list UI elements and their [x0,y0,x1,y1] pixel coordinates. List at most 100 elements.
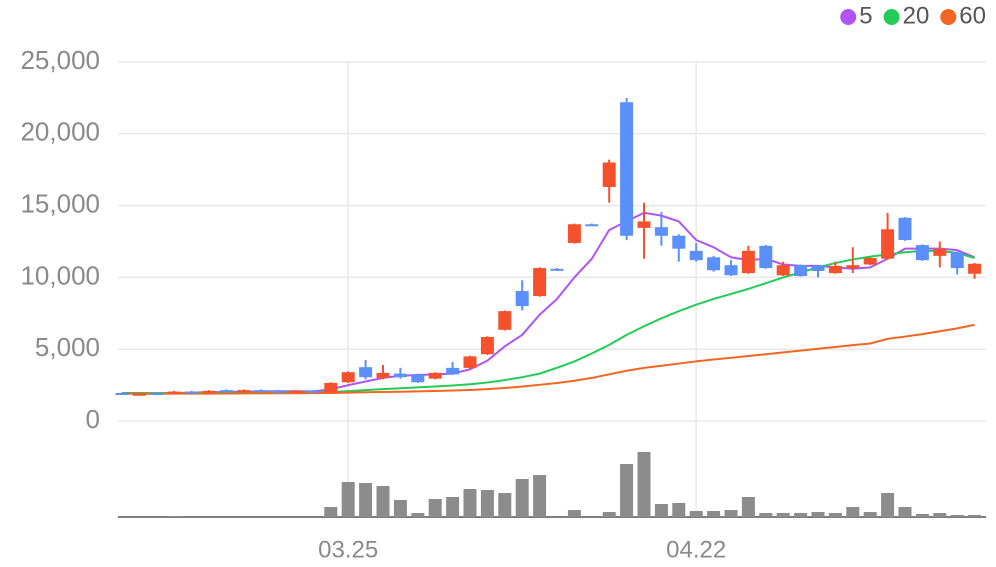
volume-bar [759,513,773,517]
candle-body [898,217,912,241]
volume-bar [933,513,947,517]
candle-body [620,102,634,236]
candle-body [515,291,529,307]
ma-line [121,211,975,395]
volume-bar [498,493,512,517]
y-tick-label: 0 [86,404,100,434]
candle-body [846,265,860,269]
volume-bar [533,475,547,517]
candle-body [672,235,686,249]
candle-body [654,227,668,236]
volume-bar [167,516,181,517]
candle-body [498,311,512,330]
candle-body [359,367,373,378]
volume-bar [950,515,964,517]
ma-line [122,323,975,395]
volume-bar [898,507,912,517]
volume-bar [828,513,842,517]
volume-bar [515,479,529,517]
volume-bar [324,507,338,517]
volume-bar [620,464,634,517]
volume-bar [811,512,825,517]
candle-body [794,265,808,276]
volume-bar [463,489,477,517]
candle-body [115,392,129,395]
candle-body [811,265,825,271]
candle-body [567,224,581,243]
candle-body [150,392,164,395]
candle-body [724,265,738,276]
volume-bar [707,511,721,517]
candle-body [289,390,303,393]
candle-body [324,382,338,393]
volume-bar [567,510,581,517]
candle-body [463,356,477,368]
legend-marker [883,9,900,25]
legend-label: 20 [903,2,930,29]
candle-body [933,248,947,256]
volume-bar [724,510,738,517]
candle-body [602,162,616,187]
volume-bar [446,497,460,517]
candle-body [428,372,442,379]
candle-body [480,336,494,355]
candle-body [272,390,286,393]
candle-body [707,257,721,271]
candle-body [202,390,216,393]
candle-body [828,265,842,274]
y-tick-label: 25,000 [20,45,100,75]
volume-bar [341,482,355,517]
volume-bar [689,511,703,517]
candle-body [237,390,251,393]
volume-bar [428,499,442,517]
candle-body [393,373,407,378]
candle-body [689,250,703,261]
candle-body [585,224,599,227]
volume-bar [654,504,668,517]
x-tick-label: 03.25 [318,536,378,563]
volume-bar [393,500,407,517]
candle-body [741,250,755,274]
x-tick-label: 04.22 [666,536,726,563]
candle-body [637,221,651,228]
candle-body [306,390,320,393]
candle-body [550,268,564,271]
volume-bar [915,514,929,517]
candle-body [219,390,233,393]
legend-marker [840,9,857,25]
candle-body [881,229,895,259]
y-tick-label: 10,000 [20,260,100,290]
volume-bar [672,503,686,517]
candle-body [776,265,790,276]
candle-body [533,268,547,297]
volume-bar [411,513,425,517]
volume-bar [741,497,755,517]
candle-body [376,372,390,378]
legend-marker [940,9,957,25]
y-tick-label: 15,000 [20,188,100,218]
candle-body [411,374,425,383]
volume-bar [794,513,808,517]
volume-bar [846,507,860,517]
candle-body [759,245,773,269]
candle-body [254,390,268,393]
candle-body [915,245,929,261]
volume-bar [881,493,895,517]
candle-body [341,372,355,383]
candle-body [446,367,460,375]
candle-body [863,258,877,265]
volume-bar [359,483,373,517]
candle-body [167,391,181,394]
candle-body [968,263,982,274]
volume-bar [863,512,877,517]
volume-bar [968,515,982,517]
y-tick-label: 20,000 [20,117,100,147]
candle-body [950,252,964,269]
volume-bar [376,486,390,517]
candle-body [132,393,146,396]
legend-label: 5 [859,2,872,29]
volume-bar [637,452,651,517]
ma-line [122,249,975,395]
legend-label: 60 [959,2,986,29]
